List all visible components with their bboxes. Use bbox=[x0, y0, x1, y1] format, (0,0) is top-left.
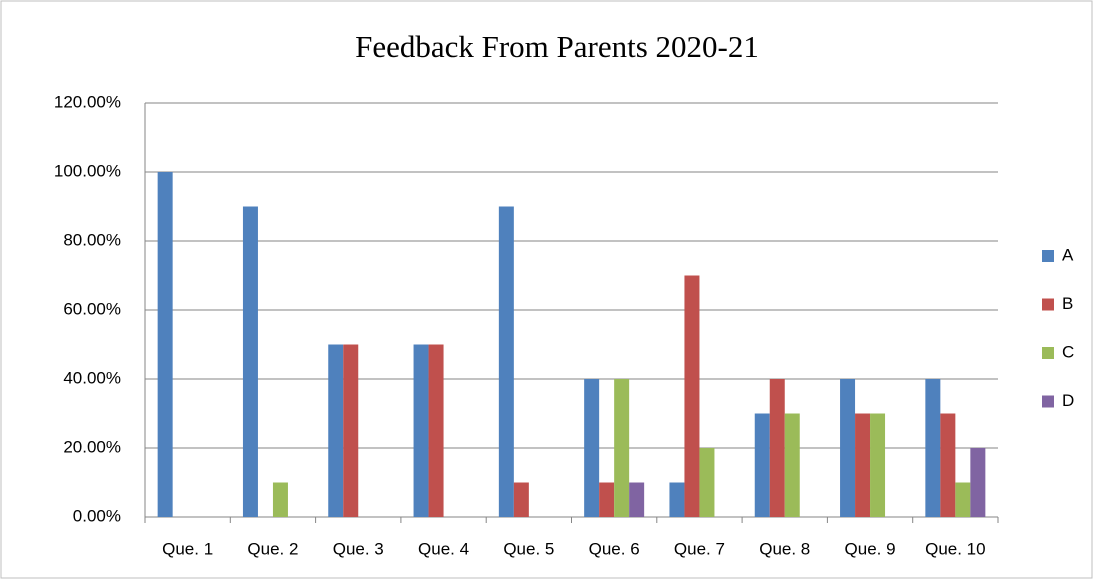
legend-label: B bbox=[1062, 294, 1073, 313]
x-tick-label: Que. 8 bbox=[759, 539, 810, 558]
legend-label: D bbox=[1062, 391, 1074, 410]
bar bbox=[669, 482, 685, 517]
legend-swatch bbox=[1042, 250, 1054, 262]
bar bbox=[754, 413, 770, 517]
legend-swatch bbox=[1042, 298, 1054, 311]
bar bbox=[599, 482, 615, 517]
bar bbox=[614, 379, 630, 517]
bar bbox=[925, 379, 941, 517]
x-tick-label: Que. 9 bbox=[845, 539, 896, 558]
bar bbox=[343, 344, 359, 517]
bar bbox=[870, 413, 886, 517]
x-tick-label: Que. 6 bbox=[589, 539, 640, 558]
x-tick-label: Que. 10 bbox=[925, 539, 986, 558]
y-tick-label: 0.00% bbox=[73, 506, 121, 525]
bar bbox=[428, 344, 444, 517]
bar bbox=[784, 413, 800, 517]
y-tick-label: 80.00% bbox=[63, 230, 121, 249]
y-tick-label: 20.00% bbox=[63, 437, 121, 456]
bar bbox=[242, 206, 258, 517]
legend-label: A bbox=[1062, 245, 1074, 264]
bar bbox=[699, 448, 715, 517]
bar bbox=[413, 344, 429, 517]
bar bbox=[498, 206, 514, 517]
x-tick-label: Que. 4 bbox=[418, 539, 469, 558]
bar bbox=[157, 172, 173, 517]
bar bbox=[272, 482, 288, 517]
bar bbox=[955, 482, 971, 517]
bar bbox=[855, 413, 871, 517]
x-tick-label: Que. 3 bbox=[333, 539, 384, 558]
y-tick-label: 100.00% bbox=[54, 161, 121, 180]
legend-swatch bbox=[1042, 395, 1054, 408]
y-tick-label: 60.00% bbox=[63, 299, 121, 318]
x-tick-label: Que. 2 bbox=[247, 539, 298, 558]
x-tick-label: Que. 1 bbox=[162, 539, 213, 558]
y-tick-label: 40.00% bbox=[63, 368, 121, 387]
legend-label: C bbox=[1062, 342, 1074, 361]
bar bbox=[940, 413, 956, 517]
chart-title: Feedback From Parents 2020-21 bbox=[355, 29, 759, 64]
x-tick-label: Que. 5 bbox=[503, 539, 554, 558]
x-tick-label: Que. 7 bbox=[674, 539, 725, 558]
bar bbox=[840, 379, 856, 517]
bar bbox=[629, 482, 645, 517]
bar bbox=[584, 379, 600, 517]
bar bbox=[970, 448, 986, 517]
bar bbox=[684, 275, 700, 517]
y-tick-label: 120.00% bbox=[54, 92, 121, 111]
legend-swatch bbox=[1042, 347, 1054, 359]
bar bbox=[328, 344, 344, 517]
bar bbox=[513, 482, 529, 517]
bar bbox=[769, 379, 785, 517]
